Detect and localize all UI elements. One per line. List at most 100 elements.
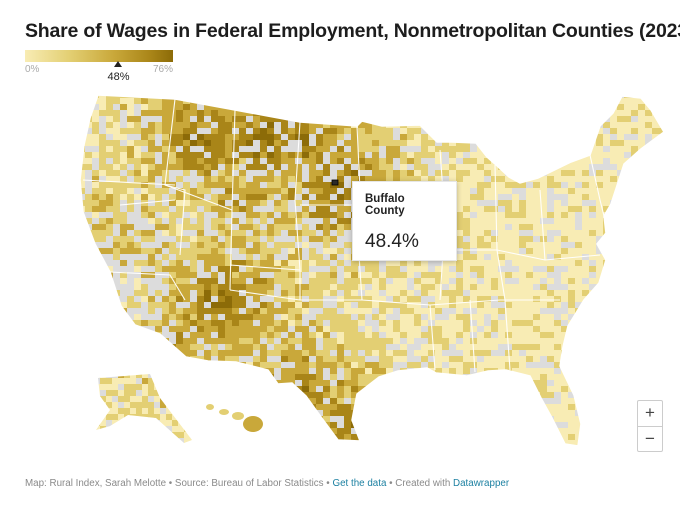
- county-cell[interactable]: [330, 356, 338, 363]
- county-cell[interactable]: [225, 356, 233, 363]
- county-cell[interactable]: [78, 368, 86, 375]
- county-cell[interactable]: [617, 278, 625, 285]
- county-cell[interactable]: [400, 98, 408, 105]
- county-cell[interactable]: [393, 146, 401, 153]
- county-cell[interactable]: [421, 404, 429, 411]
- county-cell[interactable]: [589, 110, 597, 117]
- county-cell[interactable]: [666, 260, 673, 266]
- county-cell[interactable]: [85, 152, 93, 159]
- county-cell[interactable]: [589, 284, 597, 291]
- county-cell[interactable]: [491, 134, 499, 141]
- county-cell[interactable]: [596, 272, 604, 279]
- county-cell[interactable]: [414, 398, 422, 405]
- county-cell[interactable]: [113, 344, 121, 351]
- county-cell[interactable]: [162, 206, 170, 213]
- county-cell[interactable]: [316, 182, 324, 189]
- county-cell[interactable]: [169, 140, 177, 147]
- county-cell[interactable]: [603, 404, 611, 411]
- county-cell[interactable]: [666, 350, 673, 356]
- county-cell[interactable]: [288, 236, 296, 243]
- county-cell[interactable]: [652, 188, 660, 195]
- county-cell[interactable]: [211, 116, 219, 123]
- county-cell[interactable]: [631, 326, 639, 333]
- county-cell[interactable]: [316, 344, 324, 351]
- county-cell[interactable]: [344, 290, 352, 297]
- county-cell[interactable]: [211, 254, 219, 261]
- county-cell[interactable]: [596, 314, 604, 321]
- county-cell[interactable]: [162, 230, 170, 237]
- county-cell[interactable]: [365, 434, 373, 441]
- county-cell[interactable]: [358, 338, 366, 345]
- county-cell[interactable]: [260, 386, 268, 393]
- county-cell[interactable]: [155, 434, 163, 441]
- county-cell[interactable]: [211, 104, 219, 111]
- county-cell[interactable]: [232, 218, 240, 225]
- county-cell[interactable]: [204, 332, 212, 339]
- county-cell[interactable]: [281, 392, 289, 399]
- county-cell[interactable]: [519, 242, 527, 249]
- county-cell[interactable]: [603, 98, 611, 105]
- county-cell[interactable]: [533, 278, 541, 285]
- county-cell[interactable]: [449, 296, 457, 303]
- county-cell[interactable]: [148, 290, 156, 297]
- county-cell[interactable]: [148, 350, 156, 357]
- county-cell[interactable]: [589, 206, 597, 213]
- county-cell[interactable]: [519, 134, 527, 141]
- county-cell[interactable]: [386, 368, 394, 375]
- county-cell[interactable]: [148, 308, 156, 315]
- county-cell[interactable]: [358, 98, 366, 105]
- county-cell[interactable]: [582, 290, 590, 297]
- county-cell[interactable]: [652, 206, 660, 213]
- county-cell[interactable]: [435, 158, 443, 165]
- county-cell[interactable]: [127, 104, 135, 111]
- county-cell[interactable]: [183, 170, 191, 177]
- county-cell[interactable]: [414, 98, 422, 105]
- county-cell[interactable]: [92, 230, 100, 237]
- county-cell[interactable]: [337, 260, 345, 267]
- county-cell[interactable]: [134, 338, 142, 345]
- county-cell[interactable]: [603, 176, 611, 183]
- county-cell[interactable]: [491, 248, 499, 255]
- county-cell[interactable]: [428, 374, 436, 381]
- county-cell[interactable]: [302, 428, 310, 435]
- county-cell[interactable]: [323, 146, 331, 153]
- county-cell[interactable]: [239, 230, 247, 237]
- county-cell[interactable]: [288, 212, 296, 219]
- county-cell[interactable]: [596, 398, 604, 405]
- county-cell[interactable]: [596, 200, 604, 207]
- county-cell[interactable]: [575, 320, 583, 327]
- county-cell[interactable]: [92, 362, 100, 369]
- county-cell[interactable]: [386, 260, 394, 267]
- county-cell[interactable]: [491, 182, 499, 189]
- county-cell[interactable]: [183, 338, 191, 345]
- county-cell[interactable]: [645, 314, 653, 321]
- county-cell[interactable]: [470, 440, 478, 446]
- county-cell[interactable]: [547, 338, 555, 345]
- county-cell[interactable]: [477, 194, 485, 201]
- county-cell[interactable]: [582, 236, 590, 243]
- county-cell[interactable]: [337, 368, 345, 375]
- county-cell[interactable]: [365, 380, 373, 387]
- county-cell[interactable]: [498, 104, 506, 111]
- county-cell[interactable]: [274, 248, 282, 255]
- county-cell[interactable]: [183, 248, 191, 255]
- county-cell[interactable]: [120, 290, 128, 297]
- county-cell[interactable]: [428, 260, 436, 267]
- county-cell[interactable]: [253, 152, 261, 159]
- county-cell[interactable]: [428, 422, 436, 429]
- county-cell[interactable]: [589, 434, 597, 441]
- county-cell[interactable]: [428, 338, 436, 345]
- county-cell[interactable]: [239, 248, 247, 255]
- county-cell[interactable]: [470, 110, 478, 117]
- county-cell[interactable]: [638, 320, 646, 327]
- county-cell[interactable]: [519, 230, 527, 237]
- county-cell[interactable]: [589, 92, 597, 99]
- county-cell[interactable]: [225, 398, 233, 405]
- county-cell[interactable]: [288, 368, 296, 375]
- county-cell[interactable]: [624, 308, 632, 315]
- county-cell[interactable]: [505, 164, 513, 171]
- county-cell[interactable]: [141, 116, 149, 123]
- county-cell[interactable]: [281, 254, 289, 261]
- county-cell[interactable]: [407, 308, 415, 315]
- county-cell[interactable]: [617, 116, 625, 123]
